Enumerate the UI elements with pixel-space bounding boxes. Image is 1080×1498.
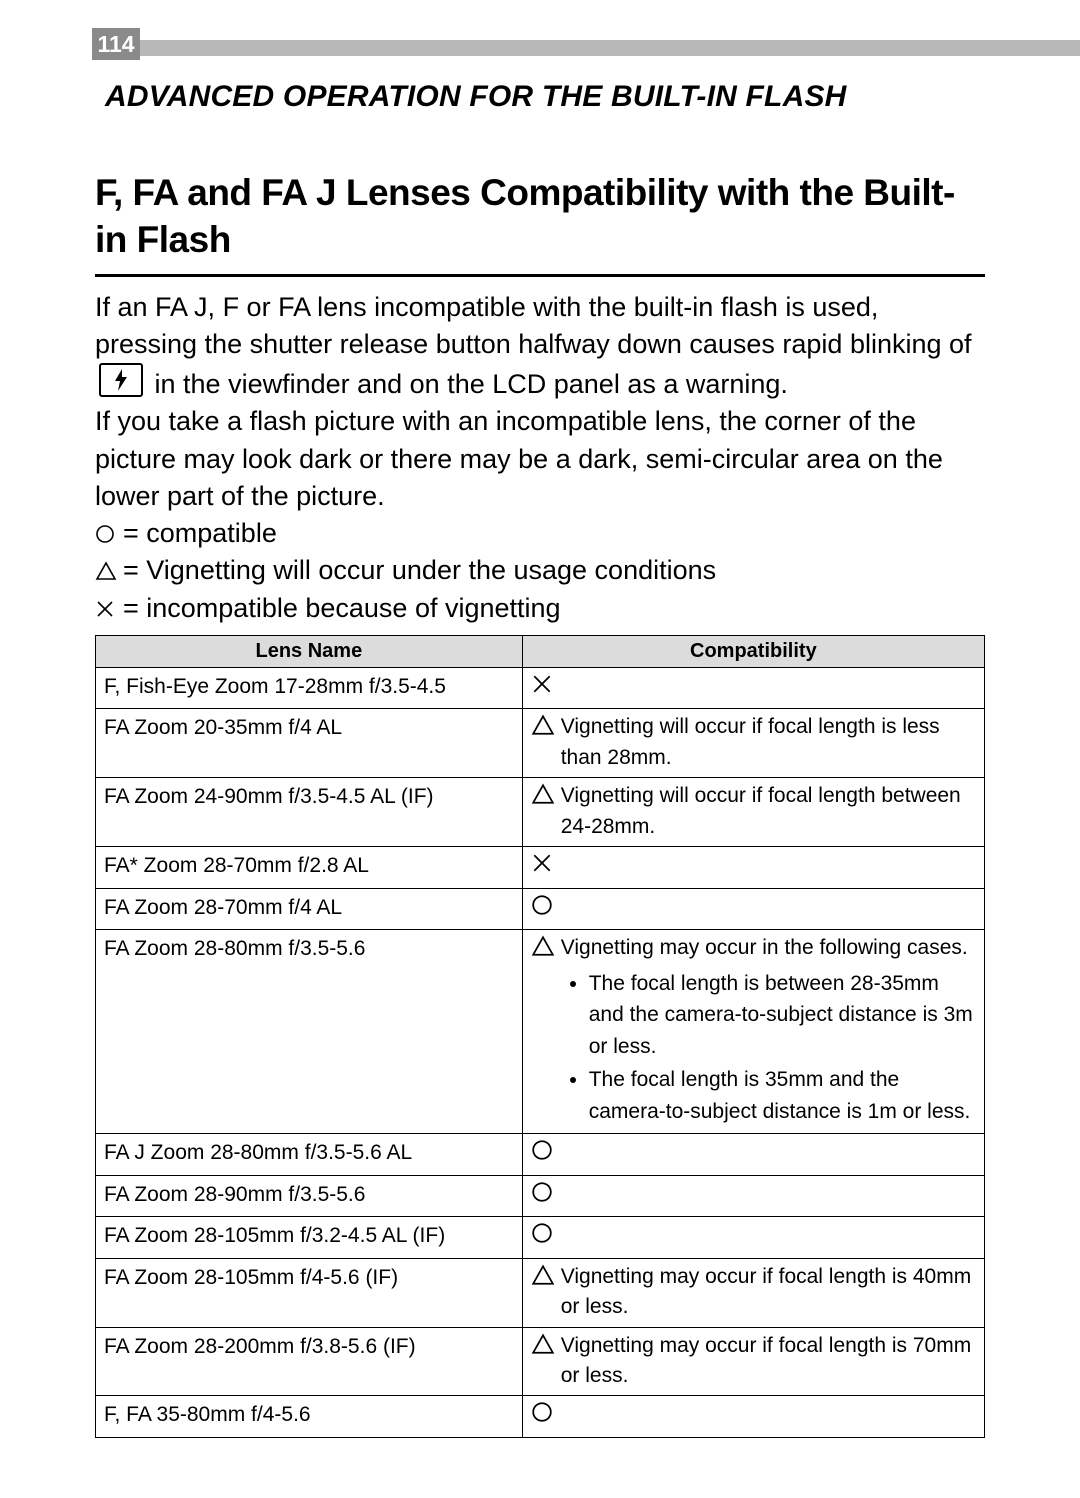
lens-name-cell: F, Fish-Eye Zoom 17-28mm f/3.5-4.5 [96, 667, 523, 709]
circle-icon [531, 1220, 561, 1254]
compatibility-cell [522, 1134, 984, 1176]
main-heading: F, FA and FA J Lenses Compatibility with… [95, 169, 985, 277]
compatibility-cell: Vignetting will occur if focal length be… [522, 778, 984, 847]
lens-name-cell: FA Zoom 28-105mm f/4-5.6 (IF) [96, 1258, 523, 1327]
section-title: ADVANCED OPERATION FOR THE BUILT-IN FLAS… [105, 80, 985, 114]
table-row: FA Zoom 28-90mm f/3.5-5.6 [96, 1175, 985, 1217]
table-row: FA* Zoom 28-70mm f/2.8 AL [96, 847, 985, 889]
legend-compatible-text: = compatible [123, 515, 277, 552]
table-row: FA J Zoom 28-80mm f/3.5-5.6 AL [96, 1134, 985, 1176]
paragraph-2: If you take a flash picture with an inco… [95, 403, 985, 515]
compatibility-cell [522, 1217, 984, 1259]
flash-icon [99, 363, 143, 397]
compatibility-note: Vignetting may occur if focal length is … [561, 1262, 976, 1323]
note-bullet: The focal length is 35mm and the camera-… [589, 1064, 976, 1127]
lens-name-cell: FA Zoom 20-35mm f/4 AL [96, 709, 523, 778]
lens-name-cell: FA Zoom 28-70mm f/4 AL [96, 888, 523, 930]
triangle-icon [531, 1331, 561, 1365]
triangle-icon [531, 933, 561, 967]
compatibility-note: Vignetting will occur if focal length is… [561, 712, 976, 773]
lens-name-cell: FA Zoom 24-90mm f/3.5-4.5 AL (IF) [96, 778, 523, 847]
table-row: FA Zoom 28-70mm f/4 AL [96, 888, 985, 930]
compatibility-cell: Vignetting will occur if focal length is… [522, 709, 984, 778]
legend-vignetting: = Vignetting will occur under the usage … [95, 552, 985, 589]
table-row: FA Zoom 28-105mm f/4-5.6 (IF) Vignetting … [96, 1258, 985, 1327]
header-compatibility: Compatibility [522, 635, 984, 667]
compatibility-cell [522, 847, 984, 889]
circle-icon [531, 1179, 561, 1213]
compatibility-note: Vignetting may occur in the following ca… [561, 933, 976, 1129]
table-row: FA Zoom 28-105mm f/3.2-4.5 AL (IF) [96, 1217, 985, 1259]
legend-incompatible-text: = incompatible because of vignetting [123, 590, 561, 627]
lens-name-cell: F, FA 35-80mm f/4-5.6 [96, 1396, 523, 1438]
page-number: 114 [92, 28, 140, 60]
note-bullet-list: The focal length is between 28-35mm and … [561, 968, 976, 1128]
para1-after: in the viewfinder and on the LCD panel a… [155, 369, 788, 399]
table-row: FA Zoom 24-90mm f/3.5-4.5 AL (IF) Vignett… [96, 778, 985, 847]
compatibility-cell [522, 1396, 984, 1438]
table-row: FA Zoom 28-80mm f/3.5-5.6Vignetting may … [96, 930, 985, 1134]
table-row: FA Zoom 28-200mm f/3.8-5.6 (IF) Vignettin… [96, 1327, 985, 1396]
compatibility-cell: Vignetting may occur in the following ca… [522, 930, 984, 1134]
header-lens-name: Lens Name [96, 635, 523, 667]
lens-name-cell: FA Zoom 28-200mm f/3.8-5.6 (IF) [96, 1327, 523, 1396]
lens-name-cell: FA* Zoom 28-70mm f/2.8 AL [96, 847, 523, 889]
note-bullet: The focal length is between 28-35mm and … [589, 968, 976, 1063]
compatibility-note: Vignetting will occur if focal length be… [561, 781, 976, 842]
para1-before: If an FA J, F or FA lens incompatible wi… [95, 292, 972, 359]
header-bar [140, 40, 1080, 56]
compatibility-note: Vignetting may occur if focal length is … [561, 1331, 976, 1392]
lens-name-cell: FA Zoom 28-80mm f/3.5-5.6 [96, 930, 523, 1134]
circle-icon [531, 1137, 561, 1171]
table-row: F, Fish-Eye Zoom 17-28mm f/3.5-4.5 [96, 667, 985, 709]
cross-icon [95, 590, 123, 627]
manual-page: 114 ADVANCED OPERATION FOR THE BUILT-IN … [0, 0, 1080, 1498]
paragraph-1: If an FA J, F or FA lens incompatible wi… [95, 289, 985, 404]
circle-icon [95, 515, 123, 552]
compatibility-cell: Vignetting may occur if focal length is … [522, 1258, 984, 1327]
compatibility-cell [522, 1175, 984, 1217]
cross-icon [531, 850, 561, 884]
page-header: 114 [95, 30, 985, 72]
triangle-icon [531, 781, 561, 815]
triangle-icon [95, 552, 123, 589]
triangle-icon [531, 712, 561, 746]
lens-name-cell: FA Zoom 28-90mm f/3.5-5.6 [96, 1175, 523, 1217]
triangle-icon [531, 1262, 561, 1296]
compatibility-cell [522, 888, 984, 930]
legend-incompatible: = incompatible because of vignetting [95, 590, 985, 627]
table-row: F, FA 35-80mm f/4-5.6 [96, 1396, 985, 1438]
table-header-row: Lens Name Compatibility [96, 635, 985, 667]
cross-icon [531, 671, 561, 705]
legend-compatible: = compatible [95, 515, 985, 552]
circle-icon [531, 892, 561, 926]
lens-name-cell: FA J Zoom 28-80mm f/3.5-5.6 AL [96, 1134, 523, 1176]
compatibility-cell: Vignetting may occur if focal length is … [522, 1327, 984, 1396]
table-row: FA Zoom 20-35mm f/4 AL Vignetting will oc… [96, 709, 985, 778]
lens-name-cell: FA Zoom 28-105mm f/3.2-4.5 AL (IF) [96, 1217, 523, 1259]
body-paragraphs: If an FA J, F or FA lens incompatible wi… [95, 289, 985, 627]
compatibility-cell [522, 667, 984, 709]
compatibility-table: Lens Name Compatibility F, Fish-Eye Zoom… [95, 635, 985, 1438]
circle-icon [531, 1399, 561, 1433]
legend-vignetting-text: = Vignetting will occur under the usage … [123, 552, 716, 589]
